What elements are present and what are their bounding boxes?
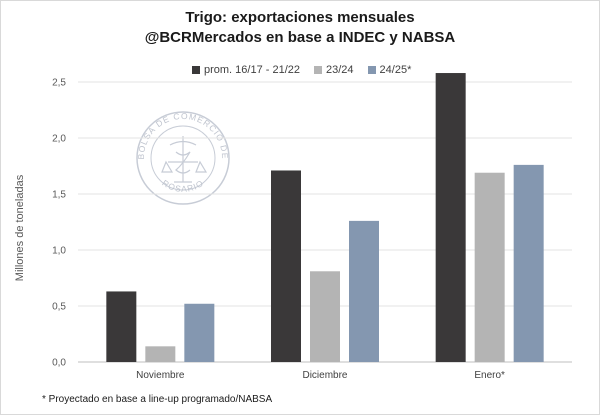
legend-item-prom: prom. 16/17 - 21/22 bbox=[192, 64, 300, 76]
legend-label-2425: 24/25* bbox=[379, 64, 412, 76]
bar bbox=[435, 73, 466, 362]
y-tick-label: 0,5 bbox=[52, 302, 66, 313]
bar bbox=[310, 271, 340, 362]
bar bbox=[145, 346, 176, 362]
x-category-label: Enero* bbox=[474, 370, 505, 381]
bar bbox=[106, 291, 137, 362]
legend-item-2425: 24/25* bbox=[367, 64, 412, 76]
bcr-seal-watermark: BOLSA DE COMERCIO DE ROSARIO bbox=[136, 111, 230, 205]
x-category-label: Diciembre bbox=[302, 370, 347, 381]
footnote: * Proyectado en base a line-up programad… bbox=[42, 394, 273, 405]
y-tick-label: 1,5 bbox=[52, 190, 66, 201]
seal-outer-ring bbox=[136, 111, 230, 205]
x-category-label: Noviembre bbox=[136, 370, 185, 381]
caduceus-icon bbox=[161, 136, 208, 183]
legend-swatch-2425 bbox=[367, 66, 376, 74]
legend-item-2324: 23/24 bbox=[314, 64, 354, 76]
chart-title: Trigo: exportaciones mensuales @BCRMerca… bbox=[0, 8, 600, 48]
bar bbox=[271, 170, 301, 362]
legend-swatch-prom bbox=[192, 66, 200, 74]
bar bbox=[184, 303, 215, 362]
bar bbox=[513, 164, 544, 362]
bar bbox=[349, 220, 379, 362]
y-tick-label: 2,0 bbox=[52, 134, 66, 145]
legend-label-prom: prom. 16/17 - 21/22 bbox=[204, 64, 301, 76]
y-axis-ticks: 0,0 0,5 1,0 1,5 2,0 2,5 bbox=[52, 78, 66, 369]
legend-swatch-2324 bbox=[314, 66, 323, 74]
seal-text-bottom: ROSARIO bbox=[160, 178, 205, 194]
bar bbox=[474, 172, 505, 362]
y-tick-label: 1,0 bbox=[52, 246, 66, 257]
legend: prom. 16/17 - 21/22 23/24 24/25* bbox=[192, 64, 411, 76]
bars bbox=[106, 73, 544, 362]
seal-inner-ring bbox=[150, 125, 216, 191]
y-tick-label: 0,0 bbox=[52, 358, 66, 369]
legend-label-2324: 23/24 bbox=[326, 64, 354, 76]
x-axis-categories: Noviembre Diciembre Enero* bbox=[136, 370, 505, 381]
y-tick-label: 2,5 bbox=[52, 78, 66, 89]
title-line-1: Trigo: exportaciones mensuales bbox=[185, 9, 415, 26]
y-axis-label: Millones de toneladas bbox=[14, 174, 26, 282]
title-line-2: @BCRMercados en base a INDEC y NABSA bbox=[144, 29, 456, 46]
